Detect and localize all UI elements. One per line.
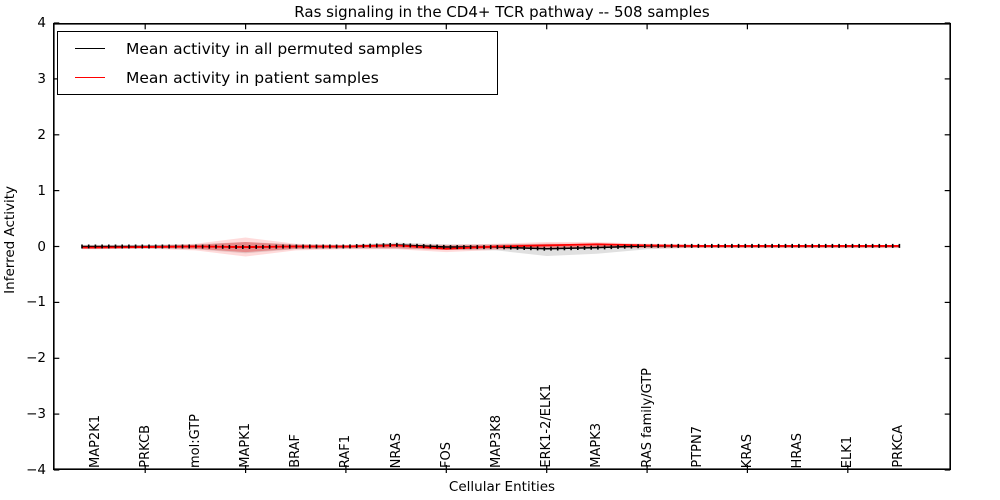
x-tick-label: RAF1 <box>338 434 354 468</box>
x-tick-label: PTPN7 <box>689 426 705 468</box>
y-tick-label: −3 <box>26 406 46 423</box>
x-tick-label: KRAS <box>739 433 755 468</box>
x-tick-label: MAP3K8 <box>489 414 504 468</box>
x-tick-label: HRAS <box>790 432 806 468</box>
x-tick-label: MAP2K1 <box>87 414 103 468</box>
x-tick-label: PRKCB <box>137 425 153 468</box>
y-tick-label: 3 <box>37 70 46 87</box>
y-tick-label: −1 <box>26 294 46 311</box>
x-tick-label: NRAS <box>388 432 404 468</box>
x-tick-label: RAS family/GTP <box>639 368 655 468</box>
legend: Mean activity in all permuted samples Me… <box>57 31 498 95</box>
legend-item-permuted: Mean activity in all permuted samples <box>58 34 497 63</box>
permuted-line-sample-icon <box>75 48 105 49</box>
legend-item-patient: Mean activity in patient samples <box>58 63 497 92</box>
x-tick-label: PRKCA <box>890 425 906 468</box>
plot-svg <box>53 22 952 473</box>
y-tick-label: −4 <box>26 462 46 478</box>
x-tick-label: FOS <box>438 442 454 468</box>
y-tick-label: 2 <box>37 126 46 143</box>
x-tick-label: ELK1 <box>840 435 856 468</box>
x-axis-label: Cellular Entities <box>448 479 556 495</box>
patient-line-sample-icon <box>75 77 105 78</box>
x-tick-label: ERK1-2/ELK1 <box>539 384 555 468</box>
x-tick-label: BRAF <box>288 434 304 468</box>
chart-title: Ras signaling in the CD4+ TCR pathway --… <box>294 3 710 21</box>
y-tick-label: 1 <box>37 182 46 199</box>
legend-label: Mean activity in all permuted samples <box>126 39 423 58</box>
x-tick-label: mol:GTP <box>187 414 203 468</box>
y-tick-label: 0 <box>37 238 46 255</box>
plot-area <box>53 22 952 473</box>
x-tick-label: MAPK3 <box>589 423 605 468</box>
y-tick-label: 4 <box>37 15 46 31</box>
x-tick-label: MAPK1 <box>238 423 254 468</box>
y-tick-label: −2 <box>26 350 46 367</box>
legend-label: Mean activity in patient samples <box>126 68 379 87</box>
